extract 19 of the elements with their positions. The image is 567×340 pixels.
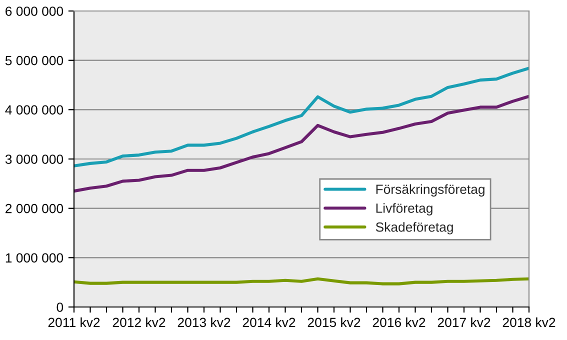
y-tick-label: 1 000 000 bbox=[6, 253, 64, 263]
x-tick-label: 2015 kv2 bbox=[308, 317, 360, 328]
y-tick-label: 4 000 000 bbox=[5, 105, 64, 115]
x-tick-label: 2014 kv2 bbox=[242, 317, 296, 328]
x-tick-label: 2011 kv2 bbox=[48, 317, 100, 328]
x-tick-label: 2012 kv2 bbox=[112, 317, 166, 328]
legend-label: Skadeföretag bbox=[376, 222, 453, 234]
y-tick-label: 3 000 000 bbox=[5, 154, 64, 164]
x-tick-label: 2017 kv2 bbox=[438, 317, 490, 328]
line-series bbox=[74, 66, 529, 168]
y-tick-label: 2 000 000 bbox=[6, 204, 64, 214]
x-tick-label: 2016 kv2 bbox=[372, 317, 426, 328]
y-tick-label: 0 bbox=[56, 302, 64, 312]
y-tick-label: 6 000 000 bbox=[6, 6, 64, 16]
legend-label: Livföretag bbox=[376, 203, 432, 216]
legend-label: Försäkringsföretag bbox=[376, 184, 484, 197]
y-tick-label: 5 000 000 bbox=[5, 56, 64, 66]
x-tick-label: 2018 kv2 bbox=[502, 317, 556, 328]
x-tick-label: 2013 kv2 bbox=[178, 317, 230, 328]
